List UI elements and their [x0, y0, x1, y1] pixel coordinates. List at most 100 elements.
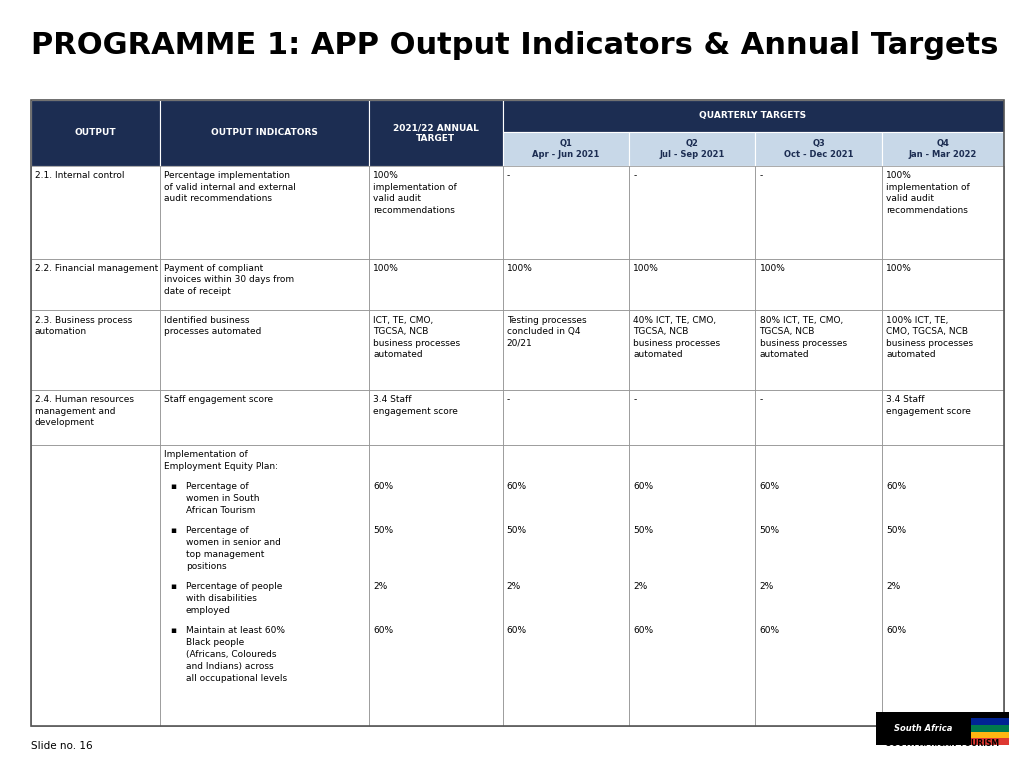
Bar — [972, 725, 1009, 732]
Text: Percentage implementation
of valid internal and external
audit recommendations: Percentage implementation of valid inter… — [164, 171, 296, 204]
Text: SOUTH AFRICAN TOURISM: SOUTH AFRICAN TOURISM — [886, 739, 998, 748]
Text: 100%
implementation of
valid audit
recommendations: 100% implementation of valid audit recom… — [374, 171, 457, 214]
Text: PROGRAMME 1: APP Output Indicators & Annual Targets: PROGRAMME 1: APP Output Indicators & Ann… — [31, 31, 998, 60]
Text: 50%: 50% — [374, 526, 393, 535]
Text: 2%: 2% — [886, 582, 900, 591]
Bar — [370, 390, 503, 445]
Bar — [503, 310, 629, 390]
Bar — [972, 732, 1009, 738]
Text: Implementation of: Implementation of — [164, 450, 248, 459]
Text: all occupational levels: all occupational levels — [185, 674, 287, 683]
Text: ▪: ▪ — [170, 526, 176, 535]
Text: 60%: 60% — [374, 482, 393, 492]
Text: 3.4 Staff
engagement score: 3.4 Staff engagement score — [374, 396, 458, 415]
Bar — [503, 259, 629, 310]
Bar — [160, 310, 370, 390]
Bar — [882, 132, 1004, 166]
Bar — [160, 259, 370, 310]
Text: -: - — [633, 396, 636, 405]
Text: 40% ICT, TE, CMO,
TGCSA, NCB
business processes
automated: 40% ICT, TE, CMO, TGCSA, NCB business pr… — [633, 316, 720, 359]
Text: Q4
Jan - Mar 2022: Q4 Jan - Mar 2022 — [908, 139, 977, 158]
Text: Q3
Oct - Dec 2021: Q3 Oct - Dec 2021 — [784, 139, 853, 158]
Text: 60%: 60% — [760, 626, 779, 635]
Text: 60%: 60% — [760, 482, 779, 492]
Text: 2%: 2% — [507, 582, 521, 591]
Text: -: - — [760, 396, 763, 405]
Bar — [629, 445, 756, 726]
Text: 60%: 60% — [886, 482, 906, 492]
Text: -: - — [633, 171, 636, 180]
Bar — [972, 712, 1009, 718]
Bar — [160, 100, 370, 166]
Bar — [31, 390, 160, 445]
Bar — [882, 445, 1004, 726]
Text: 100%: 100% — [886, 264, 912, 273]
Text: 2.1. Internal control: 2.1. Internal control — [35, 171, 124, 180]
Bar — [503, 390, 629, 445]
Text: -: - — [760, 171, 763, 180]
Bar — [31, 310, 160, 390]
Bar — [370, 445, 503, 726]
Text: Percentage of people: Percentage of people — [185, 582, 282, 591]
Bar — [876, 712, 972, 745]
Text: 100%: 100% — [507, 264, 532, 273]
Bar — [31, 100, 1004, 726]
Bar — [31, 166, 160, 259]
Bar — [756, 310, 882, 390]
Bar — [503, 100, 1004, 132]
Bar — [756, 166, 882, 259]
Bar — [370, 166, 503, 259]
Text: 50%: 50% — [760, 526, 779, 535]
Bar — [160, 445, 370, 726]
Text: Percentage of: Percentage of — [185, 482, 249, 492]
Text: 50%: 50% — [886, 526, 906, 535]
Text: women in senior and: women in senior and — [185, 538, 281, 547]
Text: 60%: 60% — [507, 626, 526, 635]
Text: QUARTERLY TARGETS: QUARTERLY TARGETS — [699, 111, 807, 121]
Bar — [882, 390, 1004, 445]
Text: 60%: 60% — [507, 482, 526, 492]
Text: Maintain at least 60%: Maintain at least 60% — [185, 626, 285, 635]
Bar — [31, 100, 160, 166]
Text: top management: top management — [185, 550, 264, 559]
Bar — [160, 166, 370, 259]
Text: (Africans, Coloureds: (Africans, Coloureds — [185, 650, 276, 659]
Text: South Africa: South Africa — [894, 724, 952, 733]
Text: with disabilities: with disabilities — [185, 594, 257, 603]
Bar — [882, 259, 1004, 310]
Text: 80% ICT, TE, CMO,
TGCSA, NCB
business processes
automated: 80% ICT, TE, CMO, TGCSA, NCB business pr… — [760, 316, 847, 359]
Text: -: - — [507, 396, 510, 405]
Text: 2.2. Financial management: 2.2. Financial management — [35, 264, 158, 273]
Text: Percentage of: Percentage of — [185, 526, 249, 535]
Text: ▪: ▪ — [170, 482, 176, 492]
Text: 2%: 2% — [633, 582, 647, 591]
Text: 100%: 100% — [374, 264, 399, 273]
Text: OUTPUT: OUTPUT — [75, 128, 116, 137]
Bar — [31, 445, 160, 726]
Text: Identified business
processes automated: Identified business processes automated — [164, 316, 261, 336]
Text: Slide no. 16: Slide no. 16 — [31, 741, 92, 751]
Bar — [882, 166, 1004, 259]
Bar — [756, 390, 882, 445]
Text: 2.3. Business process
automation: 2.3. Business process automation — [35, 316, 132, 336]
Text: 60%: 60% — [886, 626, 906, 635]
Bar — [756, 132, 882, 166]
Text: and Indians) across: and Indians) across — [185, 662, 273, 671]
Text: ▪: ▪ — [170, 626, 176, 635]
Bar — [972, 738, 1009, 745]
Text: 50%: 50% — [507, 526, 526, 535]
Text: 100% ICT, TE,
CMO, TGCSA, NCB
business processes
automated: 100% ICT, TE, CMO, TGCSA, NCB business p… — [886, 316, 973, 359]
Text: 100%
implementation of
valid audit
recommendations: 100% implementation of valid audit recom… — [886, 171, 970, 214]
Bar — [629, 166, 756, 259]
Bar — [370, 259, 503, 310]
Bar — [370, 310, 503, 390]
Text: 100%: 100% — [760, 264, 785, 273]
Text: 2%: 2% — [760, 582, 774, 591]
Bar — [882, 310, 1004, 390]
Bar — [160, 390, 370, 445]
Bar — [756, 259, 882, 310]
Text: 2.4. Human resources
management and
development: 2.4. Human resources management and deve… — [35, 396, 134, 427]
Text: women in South: women in South — [185, 494, 259, 503]
Bar — [370, 100, 503, 166]
Bar — [629, 132, 756, 166]
